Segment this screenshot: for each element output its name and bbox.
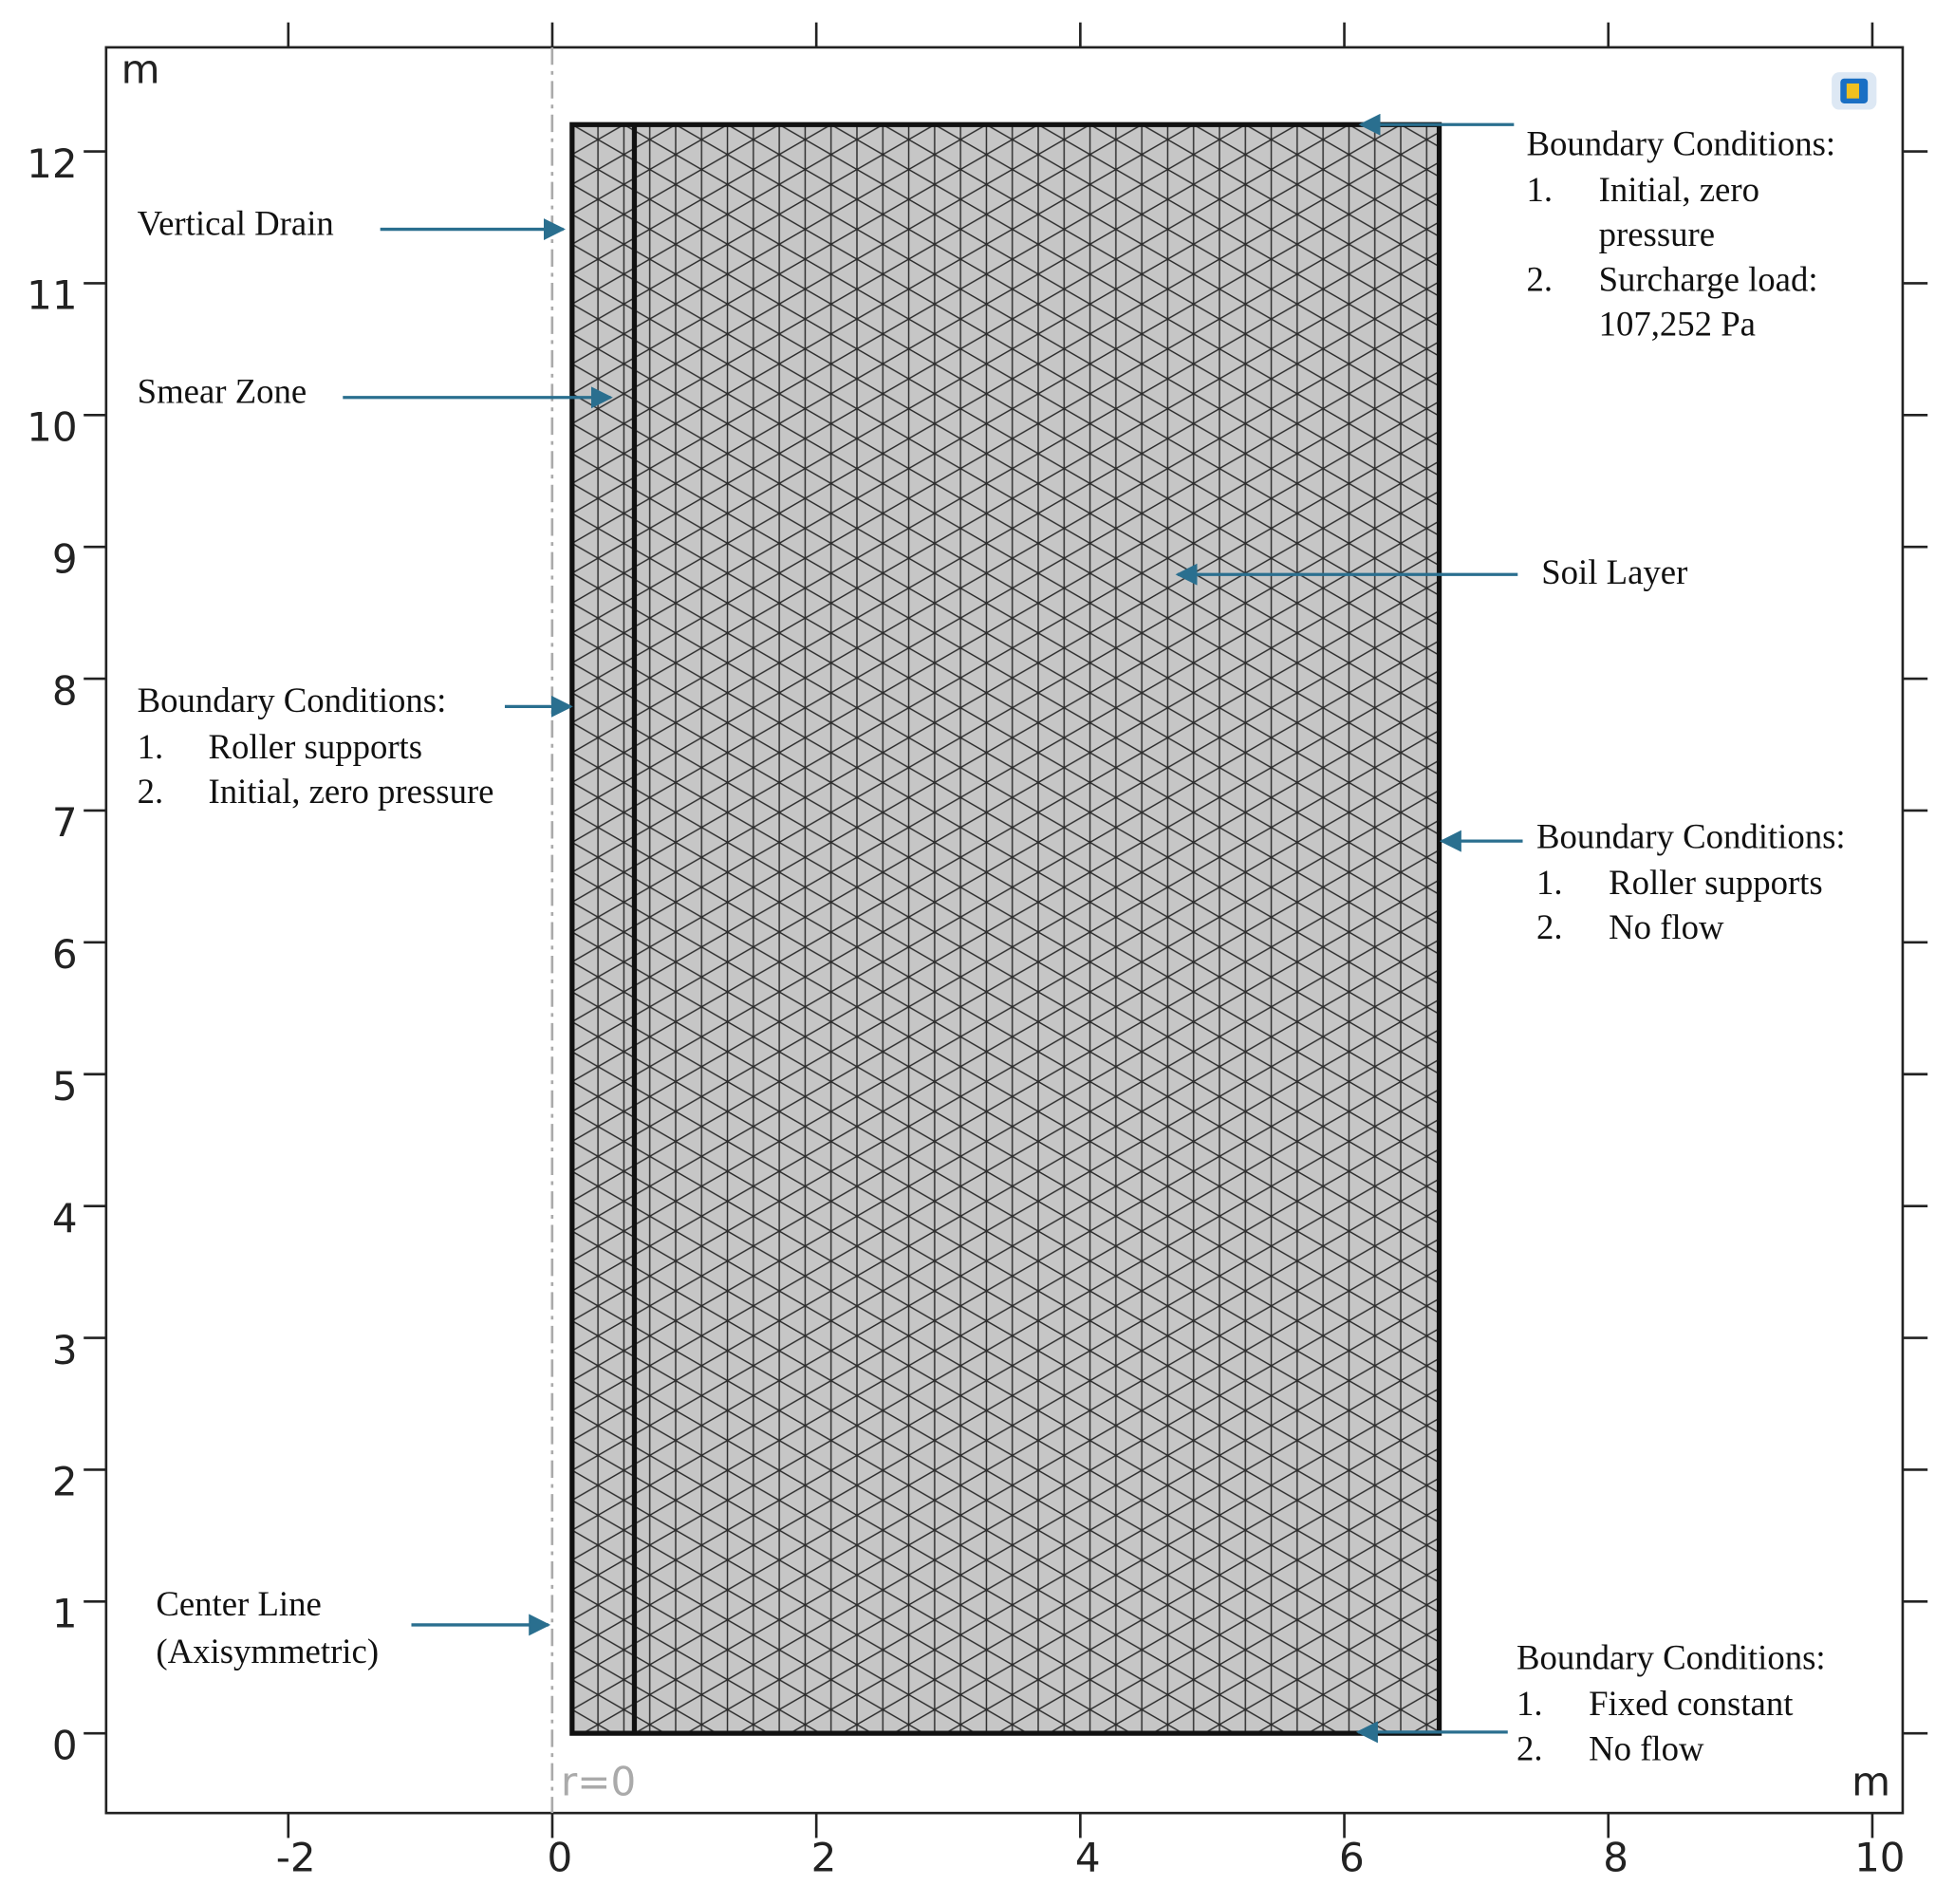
- label: Center Line: [156, 1584, 322, 1623]
- bc-number: 2.: [138, 772, 164, 811]
- x-unit: m: [1852, 1758, 1890, 1804]
- y-tick-label: 3: [52, 1327, 78, 1373]
- label: Soil Layer: [1541, 552, 1687, 591]
- bc-number: 2.: [1517, 1728, 1543, 1767]
- bc-item: Fixed constant: [1589, 1684, 1793, 1723]
- bc-item: No flow: [1609, 907, 1724, 946]
- bc-item: Initial, zero: [1599, 170, 1759, 209]
- bc-item: pressure: [1599, 215, 1715, 253]
- y-tick-label: 10: [27, 404, 77, 451]
- y-tick-label: 8: [52, 667, 78, 714]
- bc-heading: Boundary Conditions:: [1517, 1637, 1826, 1676]
- bc-number: 2.: [1526, 259, 1553, 298]
- bc-number: 1.: [1526, 170, 1553, 209]
- y-tick-label: 1: [52, 1591, 78, 1637]
- bc-item: Roller supports: [1609, 863, 1823, 902]
- mesh-domain: [569, 121, 1442, 1736]
- centerline-label: r=0: [561, 1758, 636, 1804]
- x-tick-label: 8: [1603, 1835, 1628, 1881]
- x-tick-label: 10: [1854, 1835, 1905, 1881]
- bc-item: 107,252 Pa: [1599, 305, 1756, 344]
- y-tick-label: 11: [27, 272, 77, 319]
- boundary-notes: Boundary Conditions: 1. Roller supports 2. I…: [138, 123, 1846, 1767]
- bc-heading: Boundary Conditions:: [1526, 123, 1835, 162]
- x-tick-label: 2: [811, 1835, 837, 1881]
- x-tick-label: 4: [1075, 1835, 1101, 1881]
- label: Smear Zone: [138, 372, 307, 411]
- x-tick-label: -2: [276, 1835, 316, 1881]
- bc-heading: Boundary Conditions:: [1536, 816, 1846, 855]
- bc-number: 1.: [138, 727, 164, 766]
- bc-item: Roller supports: [208, 727, 422, 766]
- y-tick-label: 2: [52, 1459, 78, 1505]
- y-tick-label: 6: [52, 931, 78, 978]
- bc-item: No flow: [1589, 1728, 1704, 1767]
- y-tick-label: 9: [52, 535, 78, 582]
- bc-number: 2.: [1536, 907, 1563, 946]
- bc-heading: Boundary Conditions:: [138, 681, 447, 719]
- bc-number: 1.: [1536, 863, 1563, 902]
- y-tick-label: 4: [52, 1195, 78, 1241]
- label: (Axisymmetric): [156, 1632, 379, 1671]
- x-tick-label: 6: [1339, 1835, 1365, 1881]
- y-tick-label: 12: [27, 140, 77, 187]
- logo: [1832, 72, 1877, 110]
- y-tick-label: 5: [52, 1063, 78, 1110]
- y-tick-label: 7: [52, 799, 78, 846]
- bc-number: 1.: [1517, 1684, 1543, 1723]
- bc-item: Surcharge load:: [1599, 259, 1818, 298]
- y-unit: m: [121, 47, 160, 93]
- x-tick-label: 0: [547, 1835, 572, 1881]
- bc-item: Initial, zero pressure: [208, 772, 493, 811]
- y-tick-label: 0: [52, 1722, 78, 1768]
- label: Vertical Drain: [138, 203, 334, 242]
